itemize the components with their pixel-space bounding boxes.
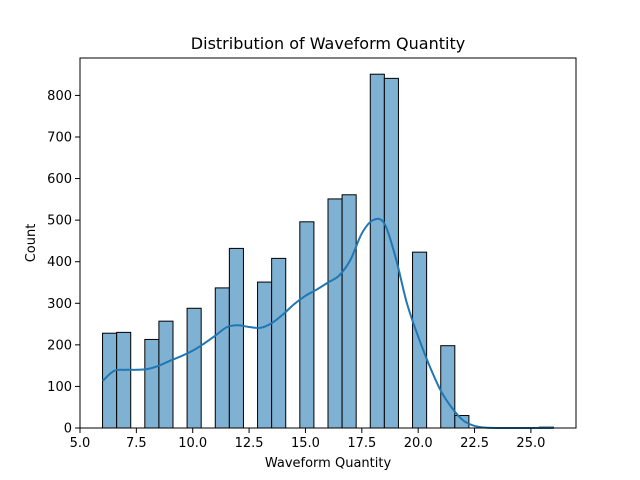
y-tick-label: 100 [47, 380, 72, 395]
y-tick-label: 0 [64, 422, 72, 437]
histogram-bar [383, 77, 399, 429]
x-tick-label: 10.0 [178, 436, 207, 451]
y-tick-label: 600 [47, 172, 72, 187]
histogram-bar [102, 332, 118, 429]
histogram-bar [228, 247, 244, 429]
y-tick-label: 800 [47, 89, 72, 104]
histogram-bar [271, 257, 287, 429]
chart-title: Distribution of Waveform Quantity [191, 34, 465, 53]
histogram-bar [341, 194, 357, 429]
histogram-bar [214, 287, 230, 429]
histogram-bar [327, 198, 343, 429]
x-tick-label: 7.5 [126, 436, 147, 451]
x-tick-label: 22.5 [460, 436, 489, 451]
x-tick-label: 25.0 [516, 436, 545, 451]
histogram-bar [257, 281, 273, 429]
y-tick-label: 700 [47, 130, 72, 145]
y-tick-label: 500 [47, 214, 72, 229]
x-tick-label: 12.5 [235, 436, 264, 451]
histogram-bar [440, 345, 456, 429]
y-axis-ticks: 0 100 200 300 400 500 600 700 800 [47, 89, 80, 437]
x-axis-label: Waveform Quantity [265, 456, 392, 471]
x-tick-label: 17.5 [347, 436, 376, 451]
histogram-bar [116, 331, 132, 429]
histogram-bar [369, 73, 385, 429]
histogram-bar [299, 221, 315, 429]
plot-frame [79, 57, 577, 429]
y-tick-label: 200 [47, 338, 72, 353]
x-tick-label: 20.0 [404, 436, 433, 451]
kde-line [101, 217, 554, 430]
y-axis-label: Count [24, 224, 39, 263]
histogram-bar [158, 320, 174, 429]
y-tick-label: 300 [47, 297, 72, 312]
histogram-bar [186, 307, 202, 429]
histogram-bar [144, 338, 160, 429]
x-tick-label: 15.0 [291, 436, 320, 451]
x-axis-ticks: 5.0 7.5 10.0 12.5 15.0 17.5 20.0 22.5 25.0 [70, 428, 545, 451]
y-tick-label: 400 [47, 255, 72, 270]
x-tick-label: 5.0 [70, 436, 91, 451]
